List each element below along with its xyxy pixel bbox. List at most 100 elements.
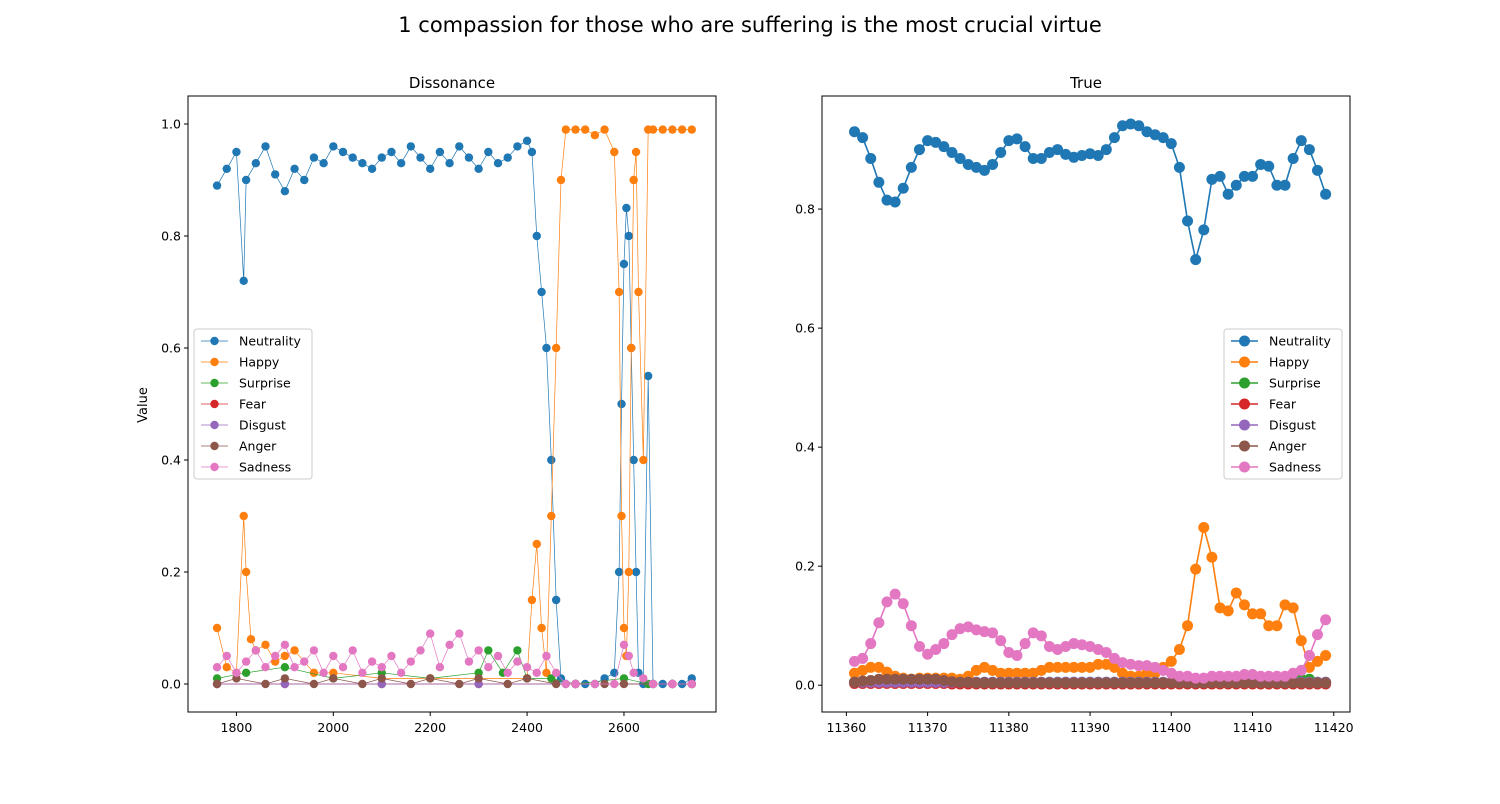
dissonance-legend-item: Sadness	[201, 460, 291, 475]
true-legend-box	[1223, 328, 1343, 480]
dissonance-point-anger	[455, 679, 464, 689]
true-point-neutrality	[1271, 179, 1283, 191]
true-point-sadness	[1320, 614, 1332, 626]
dissonance-point-sadness	[387, 651, 396, 661]
true-legend-label: Surprise	[1269, 376, 1321, 391]
dissonance-legend-label: Disgust	[239, 418, 286, 433]
true-point-happy	[1238, 599, 1250, 611]
dissonance-legend-label: Fear	[239, 397, 267, 412]
true-point-happy	[1287, 602, 1299, 614]
dissonance-point-sadness	[300, 657, 309, 666]
true-point-anger	[881, 673, 893, 685]
true-legend-label: Disgust	[1269, 418, 1316, 433]
dissonance-point-neutrality	[537, 287, 546, 297]
dissonance-legend-item: Fear	[201, 397, 267, 412]
dissonance-point-sadness	[610, 679, 619, 689]
true-point-happy	[1271, 620, 1283, 632]
true-point-neutrality	[1222, 188, 1234, 200]
true-y-tick-label: 0.8	[795, 202, 815, 217]
dissonance-point-happy	[280, 651, 290, 661]
dissonance-point-sadness	[290, 663, 299, 672]
true-point-neutrality	[1247, 170, 1259, 182]
true-point-anger	[857, 675, 869, 687]
true-point-happy	[1019, 667, 1031, 679]
true-point-anger	[897, 673, 909, 685]
dissonance-legend-marker	[210, 462, 219, 472]
true-point-sadness	[1222, 670, 1234, 682]
true-legend-item: Anger	[1231, 439, 1307, 454]
dissonance-point-sadness	[503, 668, 512, 677]
dissonance-point-neutrality	[387, 147, 396, 157]
true-point-neutrality	[1303, 144, 1315, 156]
dissonance-point-sadness	[464, 657, 474, 666]
dissonance-point-happy	[600, 125, 609, 134]
dissonance-legend-label: Happy	[239, 355, 280, 370]
dissonance-point-happy	[648, 125, 658, 134]
dissonance-point-sadness	[493, 651, 503, 661]
dissonance-x-tick-label: 1800	[221, 720, 253, 735]
true-point-anger	[995, 677, 1007, 689]
dissonance-panel: Dissonance Value 1800 2000 2200 2400 2600 0.0…	[136, 74, 717, 735]
dissonance-point-neutrality	[547, 455, 556, 465]
true-point-neutrality	[857, 132, 869, 144]
dissonance-legend-label: Surprise	[239, 376, 291, 391]
dissonance-point-anger	[329, 674, 338, 683]
true-legend-item: Neutrality	[1231, 334, 1332, 349]
dissonance-point-sadness	[232, 668, 241, 677]
dissonance-point-neutrality	[222, 164, 231, 173]
true-point-happy	[1198, 522, 1210, 533]
dissonance-y-tick-label: 0.8	[161, 229, 181, 244]
true-point-neutrality	[995, 147, 1007, 159]
true-point-anger	[905, 673, 917, 685]
true-point-sadness	[905, 620, 917, 632]
true-point-anger	[1100, 677, 1112, 689]
dissonance-point-surprise	[241, 668, 251, 677]
dissonance-point-sadness	[367, 657, 377, 666]
true-point-neutrality	[1230, 179, 1242, 191]
dissonance-legend-marker	[210, 336, 219, 346]
dissonance-series-sadness	[212, 629, 696, 689]
true-point-neutrality	[946, 147, 958, 159]
dissonance-axes-frame	[187, 95, 717, 713]
true-point-anger	[1076, 677, 1088, 689]
true-point-neutrality	[954, 152, 966, 164]
true-point-anger	[970, 677, 982, 689]
dissonance-point-sadness	[212, 663, 222, 672]
dissonance-point-neutrality	[503, 153, 512, 162]
true-point-anger	[1312, 677, 1324, 689]
dissonance-point-anger	[522, 674, 532, 683]
true-point-sadness	[1100, 646, 1112, 658]
true-point-anger	[1019, 677, 1031, 689]
dissonance-point-sadness	[561, 679, 571, 689]
dissonance-y-tick-label: 0.4	[161, 453, 181, 468]
dissonance-point-neutrality	[406, 142, 416, 151]
true-point-sadness	[897, 598, 909, 610]
true-y-tick-label: 0.4	[795, 440, 815, 455]
true-point-sadness	[1206, 670, 1218, 682]
true-point-happy	[873, 661, 885, 673]
dissonance-point-happy	[551, 343, 561, 353]
true-point-anger	[978, 677, 990, 689]
dissonance-point-happy	[542, 668, 551, 677]
true-point-anger	[938, 674, 950, 686]
dissonance-point-neutrality	[622, 203, 631, 213]
dissonance-point-anger	[309, 679, 319, 689]
true-point-anger	[1060, 677, 1072, 689]
true-point-happy	[1011, 667, 1023, 679]
true-legend-label: Sadness	[1269, 460, 1321, 475]
true-point-anger	[1125, 677, 1137, 689]
dissonance-point-happy	[617, 511, 626, 521]
dissonance-legend-item: Happy	[201, 355, 280, 370]
dissonance-point-sadness	[542, 651, 551, 661]
dissonance-point-happy	[614, 287, 624, 297]
dissonance-point-neutrality	[309, 153, 319, 162]
true-point-neutrality	[873, 176, 885, 188]
true-point-happy	[1141, 667, 1153, 679]
true-point-anger	[922, 673, 934, 685]
dissonance-point-neutrality	[270, 170, 280, 179]
true-legend-marker	[1239, 335, 1250, 347]
true-point-sadness	[1125, 658, 1137, 670]
dissonance-point-happy	[581, 125, 590, 134]
dissonance-point-anger	[358, 679, 367, 689]
